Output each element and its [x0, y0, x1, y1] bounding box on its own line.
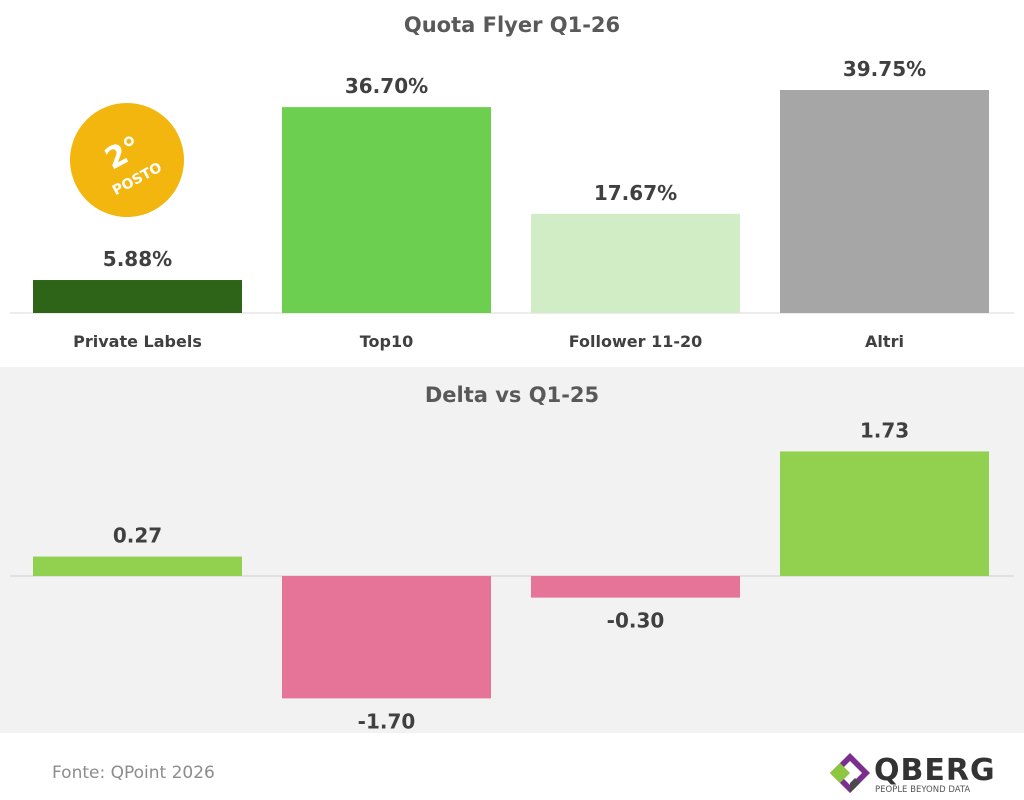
category-label-follower-11-20: Follower 11-20 [569, 332, 703, 351]
chart-title: Delta vs Q1-25 [425, 383, 599, 407]
value-label-private-labels: 0.27 [113, 524, 162, 548]
bar-follower-11-20 [531, 576, 740, 598]
logo-name: QBERG [874, 753, 996, 788]
value-label-altri: 1.73 [860, 418, 909, 442]
bar-follower-11-20 [531, 213, 740, 313]
value-label-private-labels: 5.88% [103, 247, 172, 271]
share-chart-svg: Quota Flyer Q1-26 5.88% Private Labels 36.7… [10, 13, 1014, 351]
delta-chart-svg: Delta vs Q1-25 0.27 -1.70 -0.30 1.73 [10, 383, 1014, 733]
bar-altri [780, 90, 989, 313]
value-label-altri: 39.75% [843, 57, 926, 81]
footer: Fonte: QPoint 2026 QBERG PEOPLE BEYOND D… [0, 733, 1024, 800]
bar-top10 [282, 107, 491, 314]
source-note: Fonte: QPoint 2026 [52, 763, 215, 783]
rank-badge: 2°POSTO [70, 103, 184, 217]
bar-altri [780, 451, 989, 576]
bar-private-labels [33, 280, 242, 313]
logo-tagline: PEOPLE BEYOND DATA [875, 785, 971, 795]
qberg-logo: QBERG PEOPLE BEYOND DATA [828, 751, 995, 797]
value-label-follower-11-20: -0.30 [607, 609, 665, 633]
value-label-top10: 36.70% [345, 74, 428, 98]
value-label-follower-11-20: 17.67% [594, 181, 677, 205]
qberg-logo-icon [830, 753, 870, 793]
share-chart: Quota Flyer Q1-26 5.88% Private Labels 36.7… [0, 0, 1024, 367]
rank-badge-circle [70, 103, 184, 217]
value-label-top10: -1.70 [358, 709, 416, 733]
delta-chart: Delta vs Q1-25 0.27 -1.70 -0.30 1.73 [0, 367, 1024, 733]
bar-private-labels [33, 556, 242, 576]
category-label-top10: Top10 [360, 332, 414, 351]
chart-title: Quota Flyer Q1-26 [404, 13, 620, 37]
bar-top10 [282, 576, 491, 699]
category-label-private-labels: Private Labels [73, 332, 202, 351]
category-label-altri: Altri [865, 332, 904, 351]
